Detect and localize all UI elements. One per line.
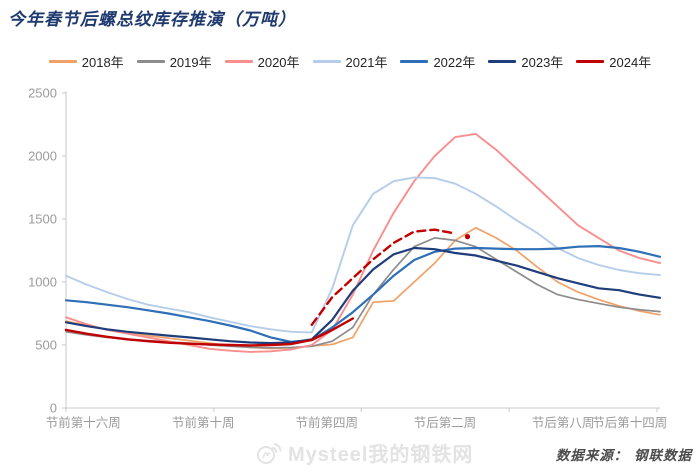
x-tick-label: 节后第十四周 <box>592 416 667 430</box>
series-line-2020 <box>65 132 661 353</box>
x-tick-label: 节前第四周 <box>296 415 359 430</box>
series-line-2021 <box>65 176 661 334</box>
legend-line-swatch <box>136 60 165 63</box>
legend-item-2023: 2023年 <box>488 52 563 71</box>
x-tick-label: 节后第二周 <box>414 416 477 430</box>
watermark: Mysteel我的钢铁网 <box>256 438 473 467</box>
watermark-text: Mysteel我的钢铁网 <box>288 444 474 466</box>
series-projection-2024 <box>310 228 457 327</box>
x-tick-label: 节后第八周 <box>532 416 595 430</box>
x-tick-label: 节前第十周 <box>172 415 235 430</box>
x-tick-label: 节前第十六周 <box>46 415 121 430</box>
y-tick-label: 2000 <box>28 149 57 164</box>
legend-line-swatch <box>400 60 429 63</box>
legend-item-2022: 2022年 <box>400 52 475 71</box>
legend-label: 2023年 <box>521 55 564 70</box>
chart-title: 今年春节后螺总纹库存推演（万吨） <box>8 10 296 30</box>
mysteel-logo-icon <box>257 442 282 464</box>
chart-svg: 0 500 1000 1500 2000 2500 节前第十六周 节前第十周 节前第四周 节后第二… <box>28 86 667 431</box>
legend-line-swatch <box>312 60 341 63</box>
series-line-2018 <box>65 226 661 350</box>
legend-line-swatch <box>576 60 605 63</box>
legend-line-swatch <box>224 60 253 63</box>
legend-item-2021: 2021年 <box>312 52 388 71</box>
data-source-label: 数据来源： 钢联数据 <box>555 448 692 464</box>
series-line-2024 <box>64 317 354 347</box>
legend-line-swatch <box>488 60 517 63</box>
series-line-2022 <box>64 245 662 343</box>
legend-label: 2020年 <box>257 55 300 70</box>
legend-item-2019: 2019年 <box>136 52 212 71</box>
chart-area: 0 500 1000 1500 2000 2500 节前第十六周 节前第十周 节前第四周 节后第二… <box>0 85 700 431</box>
legend-label: 2022年 <box>433 55 476 70</box>
y-tick-label: 2500 <box>28 86 57 101</box>
y-tick-label: 1500 <box>28 212 57 227</box>
chart-legend: 2018年 2019年 2020年 2021年 2022年 2023年 2024年 <box>0 52 700 71</box>
legend-item-2018: 2018年 <box>48 52 124 71</box>
legend-label: 2024年 <box>609 55 652 70</box>
legend-line-swatch <box>48 60 77 63</box>
legend-label: 2019年 <box>169 55 212 70</box>
legend-label: 2018年 <box>81 55 124 70</box>
y-tick-label: 1000 <box>28 275 57 290</box>
legend-label: 2021年 <box>345 55 388 70</box>
y-tick-label: 500 <box>35 338 57 353</box>
projection-end-dot <box>464 234 471 240</box>
y-tick-label: 0 <box>50 401 57 416</box>
legend-item-2020: 2020年 <box>224 52 300 71</box>
series-line-2023 <box>64 246 662 345</box>
legend-item-2024: 2024年 <box>576 52 651 71</box>
